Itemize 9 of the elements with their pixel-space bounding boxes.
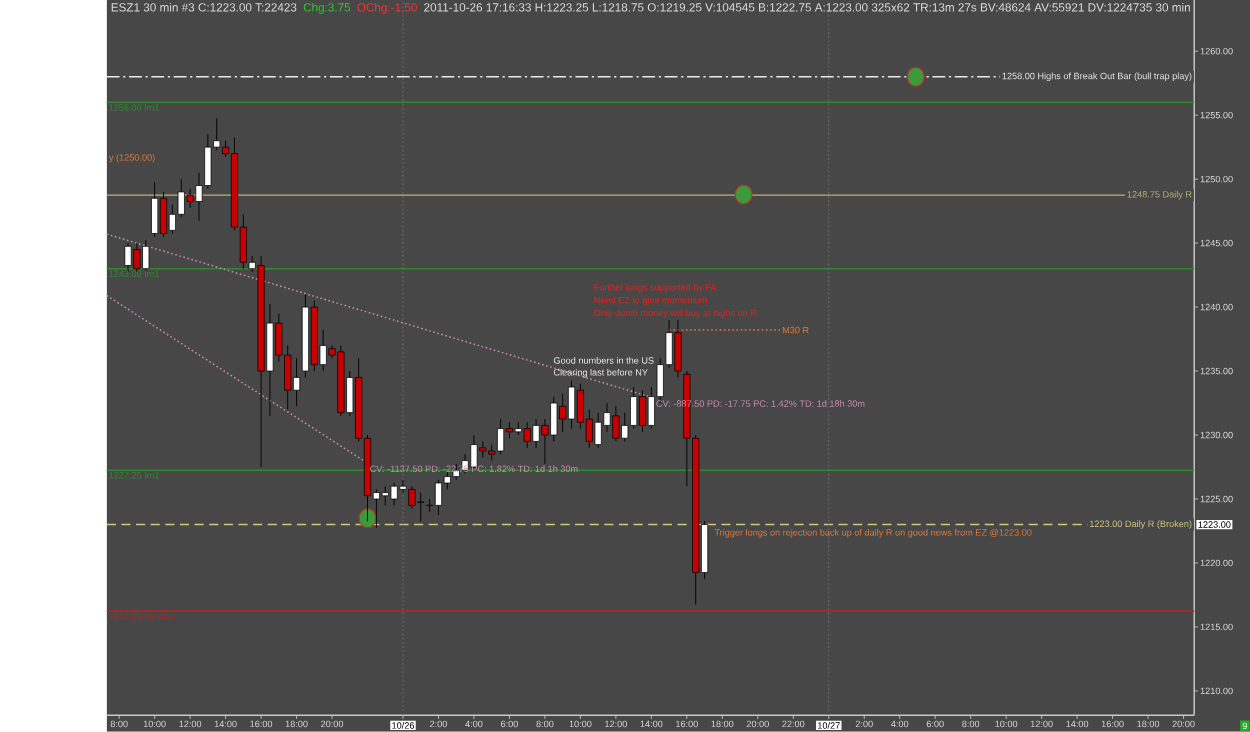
candlestick [292,357,301,407]
candlestick [151,182,159,238]
candlestick [567,380,576,430]
point [358,508,377,529]
point [906,66,925,87]
candlestick [638,389,647,433]
candlestick [159,191,168,238]
point [734,184,753,205]
candlestick [434,479,443,516]
